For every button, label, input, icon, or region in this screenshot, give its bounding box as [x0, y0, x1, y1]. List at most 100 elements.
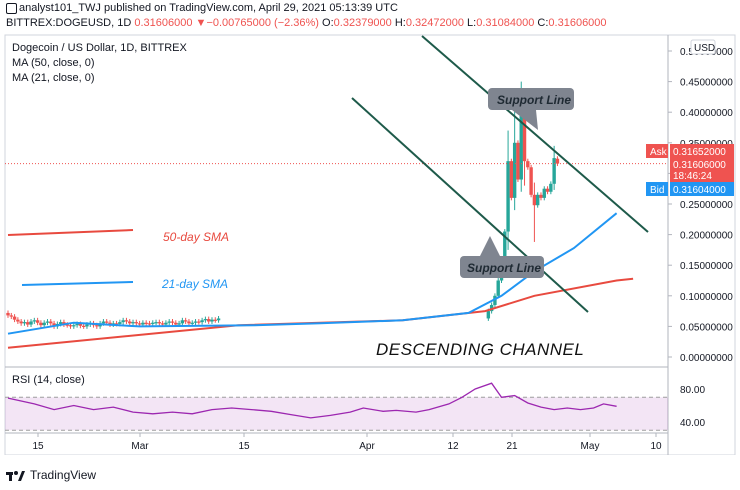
support-callout-top[interactable]: Support Line	[488, 88, 574, 130]
open-label: O:	[322, 17, 334, 29]
descending-channel-label: DESCENDING CHANNEL	[376, 340, 584, 359]
candle-body	[506, 161, 510, 232]
last-label-group: 0.31606000 18:46:24	[670, 158, 734, 182]
tradingview-mini-icon	[6, 2, 17, 14]
change-text: −0.00765000 (−2.36%)	[206, 17, 319, 29]
price-chart[interactable]: 0.500000000.450000000.400000000.35000000…	[0, 0, 740, 455]
candle-body	[203, 319, 208, 321]
currency-badge[interactable]	[690, 39, 716, 55]
candle-body	[52, 323, 56, 327]
candle-body	[167, 321, 171, 323]
time-tick-label: 10	[650, 441, 662, 452]
ma50-line	[7, 277, 634, 349]
candle-body	[147, 323, 152, 325]
time-tick-label: Mar	[131, 441, 149, 452]
candle-body	[101, 321, 106, 324]
sma21-legend-line	[21, 281, 134, 286]
support-label-bottom: Support Line	[467, 261, 541, 275]
candle-body	[134, 322, 139, 324]
candle-body	[75, 323, 79, 326]
candle-body	[118, 322, 122, 324]
candle-body	[124, 320, 129, 322]
rsi-line	[7, 382, 617, 419]
sma50-legend-line	[7, 229, 134, 236]
symbol-text: BITTREX:DOGEUSD, 1D	[6, 17, 132, 29]
candle-body	[200, 320, 204, 323]
candle-body	[68, 325, 73, 327]
channel-lower-line[interactable]	[351, 97, 589, 313]
candle-body	[190, 322, 194, 324]
candle-body	[522, 112, 527, 162]
candle-body	[177, 323, 181, 325]
candle-body	[183, 320, 188, 322]
price-tick-label: 0.10000000	[680, 292, 733, 303]
channel-upper-line[interactable]	[421, 35, 649, 233]
bid-value: 0.31604000	[673, 185, 726, 196]
time-tick-label: May	[581, 441, 600, 452]
candle-body	[29, 321, 33, 325]
candle-body	[49, 321, 53, 324]
candle-body	[9, 315, 13, 317]
candle-body	[509, 161, 514, 198]
candle-body	[187, 321, 191, 324]
time-axis[interactable]: 15 Mar 15 Apr 12 21 May 10	[32, 433, 662, 452]
candle-body	[12, 316, 17, 320]
candle-body	[493, 295, 497, 305]
candle-body	[532, 194, 537, 206]
candle-body	[503, 231, 507, 260]
price-axis[interactable]: 0.500000000.450000000.400000000.35000000…	[668, 47, 733, 364]
candle-body	[16, 319, 20, 322]
tradingview-logo-icon	[6, 471, 25, 481]
candle-body	[519, 112, 523, 180]
candle-body	[26, 322, 30, 325]
open-value: 0.32379000	[333, 17, 392, 29]
candle-body	[42, 322, 46, 326]
price-tick-label: 0.20000000	[680, 231, 733, 242]
candle-body	[535, 194, 540, 206]
candle-body	[121, 320, 125, 323]
sma21-annotation: 21-day SMA	[161, 277, 228, 291]
high-value: 0.32472000	[405, 17, 464, 29]
time-tick-label: 21	[506, 441, 518, 452]
support-callout-bottom[interactable]: Support Line	[460, 236, 544, 278]
candle-body	[58, 322, 63, 324]
low-label: L:	[467, 17, 477, 29]
legend-title: Dogecoin / US Dollar, 1D, BITTREX	[12, 42, 188, 54]
bar-countdown: 18:46:24	[673, 171, 712, 182]
candle-body	[213, 319, 217, 321]
candle-body	[216, 318, 221, 321]
candle-body	[526, 161, 530, 168]
candle-body	[114, 323, 119, 325]
candle-body	[128, 321, 132, 324]
ma21-line	[7, 212, 618, 335]
candle-body	[154, 322, 158, 324]
moving-averages	[7, 212, 634, 349]
candle-body	[193, 321, 198, 323]
candle-body	[32, 320, 37, 322]
down-arrow-icon: ▼	[195, 17, 207, 29]
tradingview-footer[interactable]: TradingView	[6, 468, 96, 482]
candle-body	[160, 323, 165, 325]
sma50-annotation: 50-day SMA	[163, 230, 229, 244]
chart-frame	[4, 34, 736, 455]
rsi-legend: RSI (14, close)	[12, 374, 85, 386]
rsi-pane: 80.00 40.00	[5, 382, 705, 431]
rsi-tick-label: 40.00	[680, 418, 705, 429]
candle-body	[496, 280, 500, 296]
time-tick-label: 15	[32, 441, 44, 452]
candle-body	[529, 167, 533, 195]
candle-body	[210, 319, 214, 322]
currency-label: USD	[694, 43, 715, 54]
candle-body	[45, 321, 50, 323]
price-tick-label: 0.40000000	[680, 108, 733, 119]
candle-body	[72, 325, 76, 327]
candle-body	[78, 323, 83, 326]
price-tick-label: 0.00000000	[680, 353, 733, 364]
candlestick-series	[6, 81, 560, 329]
candle-body	[131, 322, 135, 324]
candle-body	[542, 188, 546, 198]
symbol-line: BITTREX:DOGEUSD, 1D 0.31606000 ▼−0.00765…	[6, 17, 740, 29]
publisher-text: analyst101_TWJ published on TradingView.…	[19, 2, 398, 14]
candle-body	[555, 158, 560, 164]
support-label-top: Support Line	[497, 93, 571, 107]
